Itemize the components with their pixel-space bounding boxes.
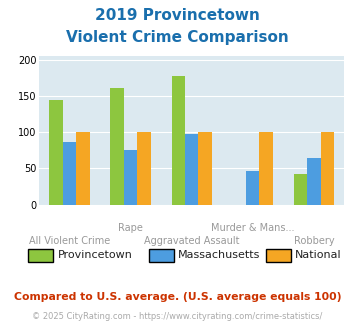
Bar — [124, 150, 137, 205]
Bar — [171, 76, 185, 205]
Bar — [321, 132, 334, 205]
Bar — [294, 174, 307, 205]
Bar — [76, 132, 90, 205]
Text: 2019 Provincetown: 2019 Provincetown — [95, 8, 260, 23]
Text: Murder & Mans...: Murder & Mans... — [211, 223, 295, 233]
Text: Aggravated Assault: Aggravated Assault — [144, 236, 240, 246]
Text: Provincetown: Provincetown — [58, 250, 132, 260]
Text: Violent Crime Comparison: Violent Crime Comparison — [66, 30, 289, 45]
Bar — [185, 134, 198, 205]
Bar — [110, 88, 124, 205]
Text: Compared to U.S. average. (U.S. average equals 100): Compared to U.S. average. (U.S. average … — [14, 292, 341, 302]
Text: Rape: Rape — [118, 223, 143, 233]
Bar — [63, 142, 76, 205]
Bar — [307, 157, 321, 205]
Bar — [137, 132, 151, 205]
Bar — [260, 132, 273, 205]
Text: Robbery: Robbery — [294, 236, 334, 246]
Text: Massachusetts: Massachusetts — [178, 250, 261, 260]
Text: © 2025 CityRating.com - https://www.cityrating.com/crime-statistics/: © 2025 CityRating.com - https://www.city… — [32, 312, 323, 321]
Text: All Violent Crime: All Violent Crime — [29, 236, 110, 246]
Text: National: National — [295, 250, 342, 260]
Bar — [246, 171, 260, 205]
Bar — [49, 100, 63, 205]
Bar — [198, 132, 212, 205]
